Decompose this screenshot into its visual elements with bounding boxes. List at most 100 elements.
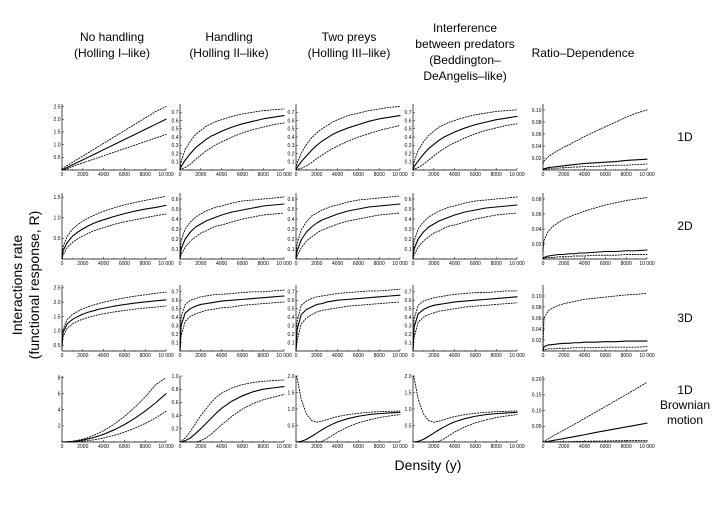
y-tick-label: 0.1 [172, 340, 179, 346]
x-tick-label: 0 [542, 444, 545, 450]
y-tick-label: 0.6 [405, 118, 412, 124]
y-tick-label: 0.6 [405, 197, 412, 203]
y-tick-label: 2 [58, 424, 61, 430]
series-line-mean [179, 115, 285, 171]
y-tick-label: 0.5 [172, 306, 179, 312]
x-tick-label: 0 [179, 353, 182, 359]
x-tick-label: 0 [179, 172, 182, 178]
y-tick-label: 0.3 [405, 323, 412, 329]
x-tick-label: 6000 [600, 353, 611, 359]
series-line-mean [412, 296, 518, 352]
y-tick-label: 0.08 [532, 197, 542, 203]
x-tick-label: 6000 [119, 353, 130, 359]
panel-3-4: 0 2000 4000 6000 8000 10 000 0.1 0.2 0.3 0.4 0.5 0.… [405, 285, 525, 359]
x-tick-label: 10 000 [639, 444, 655, 450]
y-tick-label: 0.5 [405, 306, 412, 312]
x-tick-label: 2000 [311, 261, 322, 267]
x-tick-label: 4000 [216, 261, 227, 267]
y-tick-label: 1.5 [288, 390, 295, 396]
y-tick-label: 0.2 [405, 237, 412, 243]
column-title-5-line: Ratio–Dependence [532, 46, 635, 60]
series-line-bound [295, 106, 401, 169]
y-tick-label: 0.3 [288, 323, 295, 329]
x-tick-label: 4000 [98, 444, 109, 450]
column-title-5: Ratio–Dependence [532, 46, 635, 60]
series-line-bound [295, 414, 401, 443]
series-line-bound [179, 108, 285, 169]
x-tick-label: 0 [542, 261, 545, 267]
x-tick-label: 10 000 [158, 353, 174, 359]
y-tick-label: 0.1 [405, 247, 412, 253]
x-tick-label: 10 000 [276, 172, 292, 178]
x-tick-label: 10 000 [509, 353, 525, 359]
x-tick-label: 8000 [140, 353, 151, 359]
x-tick-label: 6000 [119, 444, 130, 450]
series-line-bound [542, 439, 648, 443]
x-tick-label: 0 [179, 261, 182, 267]
x-tick-label: 0 [412, 444, 415, 450]
y-tick-label: 0.02 [532, 338, 542, 344]
x-tick-label: 4000 [98, 353, 109, 359]
series-line-bound [542, 163, 648, 171]
panel-3-1: 0 2000 4000 6000 8000 10 000 0.5 1.0 1.5 2.0 2.5 [54, 285, 174, 359]
series-line-bound [61, 410, 167, 443]
y-tick-label: 1.5 [54, 195, 61, 201]
y-tick-label: 0.20 [532, 377, 542, 383]
x-tick-label: 2000 [428, 444, 439, 450]
series-line-bound [412, 290, 518, 350]
x-tick-label: 4000 [98, 172, 109, 178]
series-line-bound [179, 122, 285, 171]
x-tick-label: 6000 [470, 261, 481, 267]
panel-4-4: 0 2000 4000 6000 8000 10 000 0.5 1.0 1.5 2.0 [405, 374, 525, 450]
x-tick-label: 4000 [332, 353, 343, 359]
y-tick-label: 1.0 [54, 329, 61, 335]
y-tick-label: 0.5 [288, 306, 295, 312]
row-label-1: 1D [677, 130, 693, 144]
row-label-2: 2D [677, 219, 693, 233]
y-tick-label: 0.5 [172, 207, 179, 213]
x-tick-label: 10 000 [509, 172, 525, 178]
y-tick-label: 0.6 [172, 400, 179, 406]
x-tick-label: 4000 [332, 444, 343, 450]
column-title-2-line: Handling [205, 30, 252, 44]
column-title-3: Two preys (Holling III–like) [308, 30, 391, 60]
x-tick-label: 4000 [579, 444, 590, 450]
series-line-bound [295, 375, 401, 423]
y-tick-label: 0.5 [54, 236, 61, 242]
x-tick-label: 8000 [621, 444, 632, 450]
row-label-4-line: motion [667, 413, 703, 427]
y-tick-label: 0.7 [405, 110, 412, 116]
panel-3-5: 0 2000 4000 6000 8000 10 000 0.02 0.04 0.06 0.08 0… [532, 285, 655, 359]
series-line-mean [295, 115, 401, 171]
y-axis-title-line: (functional response, R) [26, 211, 42, 360]
y-tick-label: 0.04 [532, 144, 542, 150]
panel-2-5: 0 2000 4000 6000 8000 10 000 0.02 0.04 0.06 0.08 [532, 193, 655, 267]
row-label-4-line: Brownian [660, 398, 710, 412]
series-line-bound [295, 124, 401, 171]
series-line-bound [412, 302, 518, 352]
x-tick-label: 0 [295, 353, 298, 359]
y-tick-label: 0.5 [54, 155, 61, 161]
column-title-2-line: (Holling II–like) [189, 46, 268, 60]
x-tick-label: 0 [542, 172, 545, 178]
series-line-mean [542, 249, 648, 260]
x-tick-label: 0 [412, 353, 415, 359]
y-tick-label: 2.0 [405, 374, 412, 380]
y-tick-label: 0.04 [532, 327, 542, 333]
y-tick-label: 0.1 [405, 160, 412, 166]
series-line-bound [179, 196, 285, 257]
row-label-4-line: 1D [677, 383, 693, 397]
y-axis-title: Interactions rate(functional response, R… [9, 211, 42, 360]
panel-1-5: 0 2000 4000 6000 8000 10 000 0.02 0.04 0.06 0.08 0… [532, 104, 655, 178]
panel-2-3: 0 2000 4000 6000 8000 10 000 0.1 0.2 0.3 0.4 0.5 0.… [288, 193, 408, 267]
x-tick-label: 10 000 [276, 444, 292, 450]
series-line-bound [61, 305, 167, 349]
y-tick-label: 0.2 [288, 237, 295, 243]
y-tick-label: 0.3 [288, 143, 295, 149]
series-line-mean [412, 204, 518, 260]
x-tick-label: 8000 [258, 261, 269, 267]
x-tick-label: 2000 [428, 261, 439, 267]
y-tick-label: 0.10 [532, 294, 542, 300]
x-tick-label: 4000 [98, 261, 109, 267]
